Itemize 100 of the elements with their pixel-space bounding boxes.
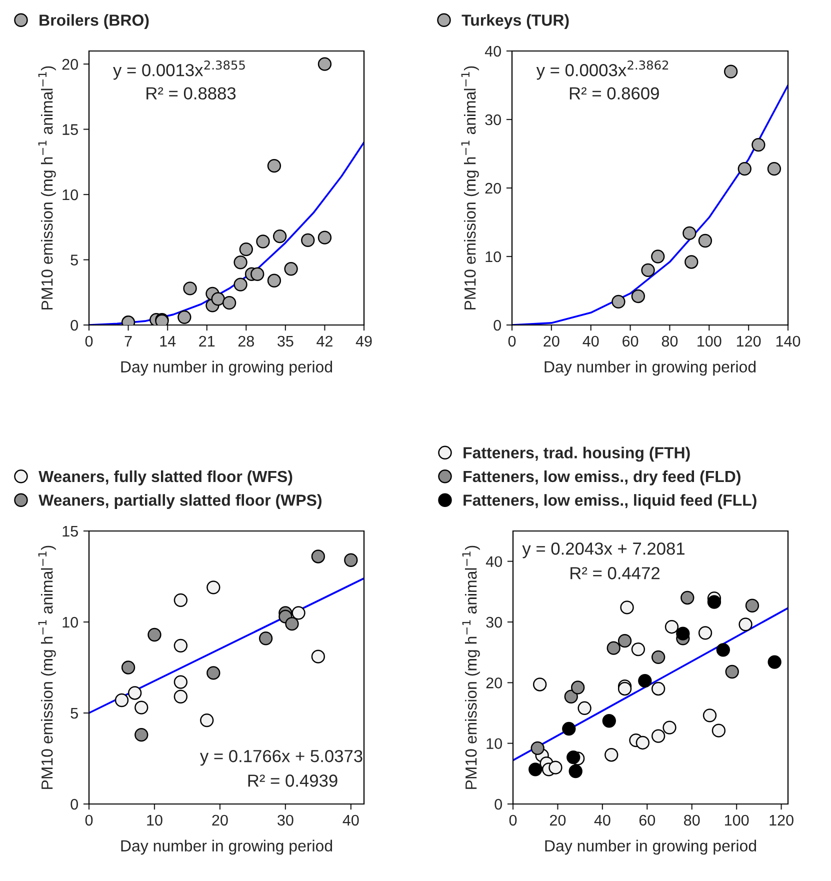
point bbox=[284, 262, 298, 276]
point bbox=[548, 760, 562, 774]
point bbox=[267, 158, 282, 173]
x-tick-label: 60 bbox=[622, 336, 638, 347]
point bbox=[285, 616, 299, 631]
x-axis-title: Day number in growing period bbox=[545, 840, 756, 855]
x-axis-title: Day number in growing period bbox=[544, 360, 756, 376]
point bbox=[200, 713, 214, 728]
x-axis-title: Day number in growing period bbox=[121, 360, 332, 376]
point bbox=[568, 764, 582, 778]
annotation: y = 0.0003x$^{2.3862}$ bbox=[536, 60, 668, 80]
x-tick-label: 100 bbox=[725, 814, 749, 826]
point bbox=[698, 234, 712, 248]
point bbox=[183, 282, 197, 296]
point bbox=[725, 664, 739, 679]
y-tick-label: 5 bbox=[70, 708, 78, 719]
y-axis-title: PM10 emission (mg h$^{−1}$ animal$^{−1}$) bbox=[38, 66, 56, 310]
point bbox=[566, 750, 580, 764]
point bbox=[344, 553, 358, 567]
point bbox=[134, 728, 148, 742]
x-tick-label: 0 bbox=[508, 336, 516, 347]
point bbox=[680, 590, 694, 605]
x-tick-label: 21 bbox=[199, 336, 215, 346]
point bbox=[641, 263, 655, 278]
point bbox=[267, 274, 282, 288]
point bbox=[631, 289, 646, 304]
point bbox=[174, 638, 188, 652]
y-tick-label: 20 bbox=[485, 182, 501, 194]
annotation: R² = 0.8883 bbox=[146, 87, 236, 100]
point bbox=[532, 678, 547, 692]
point bbox=[311, 550, 326, 564]
point bbox=[178, 310, 192, 324]
point bbox=[121, 660, 136, 674]
point bbox=[256, 234, 270, 248]
point bbox=[562, 722, 576, 736]
point bbox=[712, 724, 726, 738]
point bbox=[752, 138, 766, 152]
x-tick-label: 14 bbox=[160, 336, 176, 346]
x-tick-label: 40 bbox=[594, 814, 610, 826]
point bbox=[134, 700, 148, 714]
y-tick-label: 10 bbox=[486, 738, 502, 750]
point bbox=[578, 701, 592, 715]
point bbox=[767, 162, 782, 176]
annotation: R² = 0.8609 bbox=[570, 87, 659, 100]
annotation: y = 0.0013x$^{2.3855}$ bbox=[113, 60, 245, 80]
x-tick-label: 20 bbox=[550, 814, 566, 826]
y-tick-label: 40 bbox=[484, 46, 501, 57]
point bbox=[638, 674, 652, 688]
annotation: R² = 0.4472 bbox=[570, 567, 660, 580]
point bbox=[258, 632, 273, 646]
point bbox=[211, 292, 225, 306]
legend-label: Weaners, partially slatted floor (WPS) bbox=[38, 494, 322, 509]
point bbox=[604, 748, 618, 762]
x-tick-label: 100 bbox=[698, 336, 722, 347]
y-tick-label: 30 bbox=[485, 114, 501, 126]
x-tick-label: 0 bbox=[85, 336, 93, 347]
x-tick-label: 0 bbox=[85, 814, 93, 826]
point bbox=[301, 233, 315, 248]
point bbox=[612, 294, 626, 309]
x-axis-title: Day number in growing period bbox=[121, 840, 332, 855]
point bbox=[707, 595, 722, 609]
x-tick-label: 30 bbox=[278, 814, 294, 826]
point bbox=[206, 580, 220, 594]
x-tick-label: 120 bbox=[736, 336, 761, 347]
annotation: R² = 0.4939 bbox=[248, 774, 338, 787]
x-tick-label: 28 bbox=[238, 336, 254, 347]
point bbox=[662, 720, 676, 734]
y-tick-label: 20 bbox=[486, 678, 502, 688]
point bbox=[528, 762, 542, 776]
point bbox=[222, 296, 236, 310]
point bbox=[620, 600, 634, 614]
point bbox=[698, 626, 712, 640]
y-axis-title: PM10 emission (mg h$^{−1}$ animal$^{−1}$) bbox=[461, 66, 479, 310]
y-tick-label: 30 bbox=[486, 616, 502, 628]
y-tick-label: 10 bbox=[486, 251, 501, 262]
point bbox=[318, 57, 332, 71]
point bbox=[602, 714, 616, 728]
x-tick-label: 7 bbox=[124, 336, 132, 346]
y-tick-label: 15 bbox=[62, 124, 78, 135]
point bbox=[174, 675, 188, 689]
x-tick-label: 42 bbox=[316, 336, 332, 346]
point bbox=[651, 650, 666, 664]
x-tick-label: 20 bbox=[212, 814, 228, 826]
point bbox=[738, 618, 752, 632]
point bbox=[606, 641, 620, 655]
y-tick-label: 5 bbox=[70, 254, 78, 266]
point bbox=[174, 690, 188, 704]
point bbox=[234, 256, 248, 270]
point bbox=[651, 250, 665, 264]
x-tick-label: 35 bbox=[278, 336, 294, 347]
x-tick-label: 49 bbox=[356, 336, 372, 347]
y-axis-title: PM10 emission (mg h$^{−1}$ animal$^{−1}$) bbox=[462, 546, 480, 789]
point bbox=[239, 242, 253, 256]
point bbox=[618, 634, 632, 648]
point bbox=[272, 229, 287, 244]
y-tick-label: 10 bbox=[62, 189, 78, 200]
point bbox=[682, 226, 696, 240]
point bbox=[148, 628, 162, 642]
point bbox=[702, 708, 717, 722]
x-tick-label: 0 bbox=[509, 814, 517, 826]
